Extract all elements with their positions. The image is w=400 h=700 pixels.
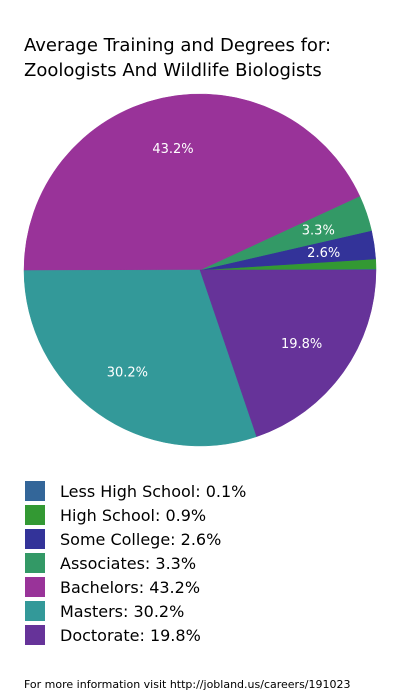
- slice-label-associates: 3.3%: [302, 224, 335, 239]
- legend-item-less-high-school: Less High School: 0.1%: [25, 481, 246, 501]
- pie-slices: [23, 93, 377, 447]
- legend-swatch: [25, 625, 45, 645]
- pie-slice-doctorate: [199, 269, 377, 437]
- legend-label: Some College: 2.6%: [60, 530, 221, 549]
- legend-item-doctorate: Doctorate: 19.8%: [25, 625, 201, 645]
- legend-swatch: [25, 481, 45, 501]
- slice-label-bachelors: 43.2%: [152, 142, 193, 157]
- legend-item-associates: Associates: 3.3%: [25, 553, 196, 573]
- legend-swatch: [25, 601, 45, 621]
- legend-item-masters: Masters: 30.2%: [25, 601, 184, 621]
- legend-label: Associates: 3.3%: [60, 554, 196, 573]
- pie-slice-masters: [23, 269, 258, 447]
- legend-label: Bachelors: 43.2%: [60, 578, 200, 597]
- slice-label-masters: 30.2%: [107, 366, 148, 381]
- chart-title-line-2: Zoologists And Wildlife Biologists: [24, 60, 322, 81]
- legend-item-high-school: High School: 0.9%: [25, 505, 206, 525]
- slice-label-doctorate: 19.8%: [281, 337, 322, 352]
- legend-swatch: [25, 529, 45, 549]
- legend-swatch: [25, 577, 45, 597]
- slice-label-some-college: 2.6%: [307, 246, 340, 261]
- legend-item-bachelors: Bachelors: 43.2%: [25, 577, 200, 597]
- chart-title-line-1: Average Training and Degrees for:: [24, 35, 331, 56]
- legend-swatch: [25, 505, 45, 525]
- legend-swatch: [25, 553, 45, 573]
- legend-label: High School: 0.9%: [60, 506, 206, 525]
- pie-slice-labels: 2.6% 3.3% 43.2% 30.2% 19.8%: [107, 142, 340, 381]
- legend-label: Less High School: 0.1%: [60, 482, 246, 501]
- legend-item-some-college: Some College: 2.6%: [25, 529, 221, 549]
- footer-source: For more information visit http://joblan…: [24, 678, 351, 691]
- legend-label: Doctorate: 19.8%: [60, 626, 201, 645]
- legend: Less High School: 0.1% High School: 0.9% S…: [25, 481, 246, 645]
- chart-title: Average Training and Degrees for: Zoolog…: [24, 35, 331, 81]
- pie-slice-bachelors: [23, 93, 361, 271]
- legend-label: Masters: 30.2%: [60, 602, 184, 621]
